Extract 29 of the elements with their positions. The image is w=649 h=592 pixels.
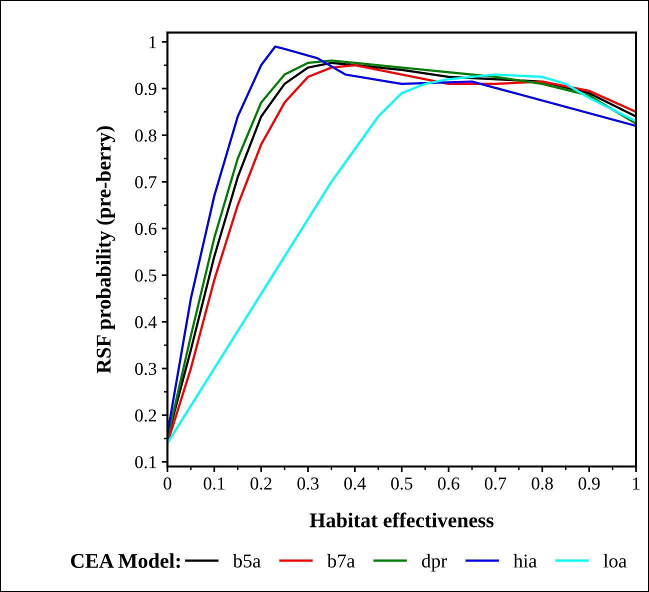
y-tick-label: 0.7 — [135, 176, 157, 188]
y-tick-label: 0.2 — [135, 409, 156, 422]
y-tick-label: 0.4 — [135, 316, 157, 328]
x-tick-label: 0.2 — [250, 477, 272, 490]
x-tick-label: 0.6 — [438, 477, 460, 490]
x-tick-label: 0.4 — [344, 477, 366, 490]
legend-label: loa — [604, 554, 627, 568]
legend-label: hia — [514, 554, 537, 568]
legend-label: b5a — [232, 554, 261, 568]
x-tick-label: 0.8 — [532, 477, 553, 490]
x-tick-label: 0 — [164, 477, 172, 490]
legend-title: CEA Model: — [71, 553, 180, 568]
legend-label: b7a — [327, 554, 355, 568]
y-tick-label: 0.6 — [135, 222, 156, 236]
y-tick-label: 0.3 — [135, 362, 156, 376]
y-tick-label: 0.9 — [135, 82, 156, 96]
y-tick-label: 0.1 — [135, 456, 156, 468]
y-tick-label: 0.5 — [135, 269, 156, 282]
x-tick-label: 0.1 — [204, 477, 224, 490]
legend-label: dpr — [422, 554, 448, 572]
y-tick-label: 1 — [150, 36, 156, 48]
x-axis-title: Habitat effectiveness — [310, 512, 494, 528]
x-tick-label: 0.9 — [578, 477, 600, 490]
x-tick-label: 0.5 — [391, 477, 412, 490]
x-tick-label: 0.7 — [484, 477, 506, 490]
y-tick-label: 0.8 — [135, 129, 156, 142]
y-axis-title: RSF probability (pre-berry) — [96, 126, 116, 374]
x-tick-label: 1 — [633, 478, 640, 490]
x-tick-label: 0.3 — [297, 477, 319, 490]
